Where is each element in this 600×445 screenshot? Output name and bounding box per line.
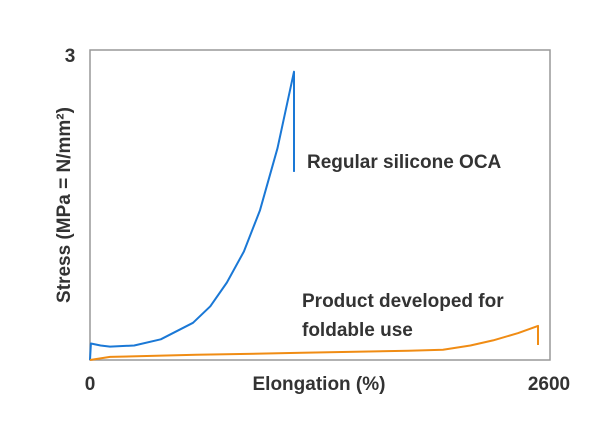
annotation-regular: Regular silicone OCA xyxy=(307,152,502,173)
plot-frame xyxy=(89,49,551,361)
y-axis-label: Stress (MPa = N/mm²) xyxy=(54,107,75,303)
x-tick-label-max: 2600 xyxy=(528,374,570,395)
x-axis-label: Elongation (%) xyxy=(253,374,386,395)
annotation-product-line1: Product developed for xyxy=(302,291,504,312)
series-line-foldable-product xyxy=(89,324,539,361)
series-line-regular-silicone-oca xyxy=(89,70,295,361)
x-tick-label-min: 0 xyxy=(85,374,96,395)
y-tick-label-max: 3 xyxy=(65,46,76,67)
annotation-product-line2: foldable use xyxy=(302,320,413,341)
